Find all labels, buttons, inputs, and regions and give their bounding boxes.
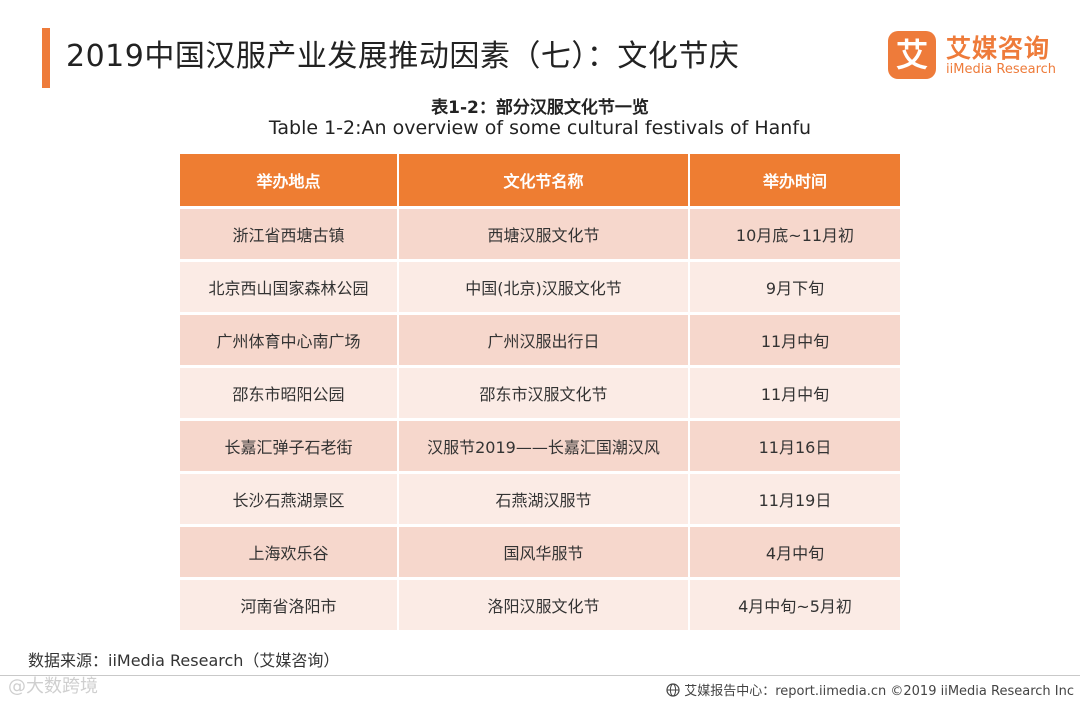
table-row: 广州体育中心南广场 广州汉服出行日 11月中旬: [180, 315, 900, 368]
cell-festival-name: 西塘汉服文化节: [399, 209, 690, 262]
column-header-location: 举办地点: [180, 154, 399, 209]
watermark: @大数跨境: [8, 676, 98, 697]
cell-time: 9月下旬: [690, 262, 900, 315]
cell-location: 长嘉汇弹子石老街: [180, 421, 399, 474]
data-source: 数据来源：iiMedia Research（艾媒咨询）: [28, 651, 340, 670]
cell-time: 4月中旬: [690, 527, 900, 580]
iimedia-logo: 艾 艾媒咨询 iiMedia Research: [888, 27, 1068, 83]
cell-time: 11月中旬: [690, 368, 900, 421]
cell-location: 广州体育中心南广场: [180, 315, 399, 368]
logo-text-en: iiMedia Research: [946, 62, 1057, 77]
page-title: 2019中国汉服产业发展推动因素（七）：文化节庆: [66, 39, 740, 74]
cell-location: 邵东市昭阳公园: [180, 368, 399, 421]
table-row: 上海欢乐谷 国风华服节 4月中旬: [180, 527, 900, 580]
footer-report-info: 艾媒报告中心：report.iimedia.cn ©2019 iiMedia R…: [666, 680, 1074, 699]
table-row: 浙江省西塘古镇 西塘汉服文化节 10月底~11月初: [180, 209, 900, 262]
cell-time: 4月中旬~5月初: [690, 580, 900, 633]
table-caption-en: Table 1-2:An overview of some cultural f…: [268, 117, 812, 139]
footer-report-text: 艾媒报告中心：report.iimedia.cn ©2019 iiMedia R…: [684, 684, 1074, 699]
cell-festival-name: 石燕湖汉服节: [399, 474, 690, 527]
table-row: 长沙石燕湖景区 石燕湖汉服节 11月19日: [180, 474, 900, 527]
cell-time: 11月19日: [690, 474, 900, 527]
column-header-festival-name: 文化节名称: [399, 154, 690, 209]
cell-festival-name: 洛阳汉服文化节: [399, 580, 690, 633]
title-accent-bar: [42, 28, 50, 88]
table-row: 北京西山国家森林公园 中国(北京)汉服文化节 9月下旬: [180, 262, 900, 315]
cell-time: 11月中旬: [690, 315, 900, 368]
column-header-time: 举办时间: [690, 154, 900, 209]
cell-location: 浙江省西塘古镇: [180, 209, 399, 262]
festivals-table: 举办地点 文化节名称 举办时间 浙江省西塘古镇 西塘汉服文化节 10月底~11月…: [180, 154, 900, 633]
footer-divider: [0, 675, 1080, 676]
cell-location: 长沙石燕湖景区: [180, 474, 399, 527]
table-header-row: 举办地点 文化节名称 举办时间: [180, 154, 900, 209]
cell-location: 上海欢乐谷: [180, 527, 399, 580]
cell-festival-name: 中国(北京)汉服文化节: [399, 262, 690, 315]
logo-text-cn: 艾媒咨询: [946, 34, 1051, 63]
cell-location: 河南省洛阳市: [180, 580, 399, 633]
cell-time: 10月底~11月初: [690, 209, 900, 262]
cell-festival-name: 邵东市汉服文化节: [399, 368, 690, 421]
table-row: 长嘉汇弹子石老街 汉服节2019——长嘉汇国潮汉风 11月16日: [180, 421, 900, 474]
table-row: 邵东市昭阳公园 邵东市汉服文化节 11月中旬: [180, 368, 900, 421]
cell-festival-name: 广州汉服出行日: [399, 315, 690, 368]
globe-icon: [666, 682, 680, 697]
table-caption-cn: 表1-2：部分汉服文化节一览: [431, 98, 649, 118]
cell-location: 北京西山国家森林公园: [180, 262, 399, 315]
cell-festival-name: 汉服节2019——长嘉汇国潮汉风: [399, 421, 690, 474]
cell-time: 11月16日: [690, 421, 900, 474]
logo-mark: 艾: [888, 31, 936, 79]
table-row: 河南省洛阳市 洛阳汉服文化节 4月中旬~5月初: [180, 580, 900, 633]
cell-festival-name: 国风华服节: [399, 527, 690, 580]
